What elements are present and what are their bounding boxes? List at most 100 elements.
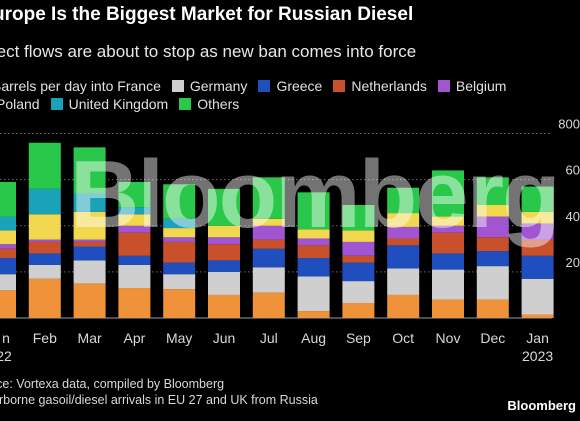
x-tick-label: Aug bbox=[301, 330, 326, 346]
bar-segment-netherlands bbox=[0, 248, 16, 259]
bar-segment-belgium bbox=[28, 239, 61, 242]
bar-segment-germany bbox=[118, 264, 151, 289]
bar-segment-germany bbox=[0, 274, 16, 291]
bar-segment-belgium bbox=[476, 216, 509, 238]
legend-label-greece: Greece bbox=[276, 78, 323, 94]
bar-segment-germany bbox=[432, 269, 464, 300]
legend-item-greece: Greece bbox=[258, 78, 322, 94]
legend-label-others: Others bbox=[197, 96, 240, 112]
bar-segment-others bbox=[118, 181, 151, 208]
bar-segment-france bbox=[342, 303, 375, 318]
bar-segment-germany bbox=[163, 274, 196, 290]
bar-segment-france bbox=[432, 299, 464, 318]
bar-segment-netherlands bbox=[28, 241, 61, 254]
bar-segment-greece bbox=[521, 255, 554, 279]
x-tick-label: May bbox=[166, 330, 192, 346]
legend-label-netherlands: Netherlands bbox=[351, 78, 427, 94]
bar-segment-germany bbox=[387, 268, 420, 295]
bar-segment-france bbox=[0, 290, 16, 318]
y-tick-label: 40 bbox=[566, 209, 580, 224]
bar-segment-netherlands bbox=[163, 241, 196, 263]
bar-segment-others bbox=[208, 188, 240, 226]
bar-segment-poland bbox=[432, 216, 464, 226]
chart-title: urope Is the Biggest Market for Russian … bbox=[0, 4, 414, 25]
bar-segment-others bbox=[0, 181, 16, 217]
bar-segment-belgium bbox=[387, 226, 420, 239]
bar-segment-belgium bbox=[432, 225, 464, 233]
x-tick-label: Dec bbox=[480, 330, 505, 346]
legend-swatch-others bbox=[179, 98, 192, 110]
x-tick-label: Apr bbox=[124, 330, 146, 346]
y-tick-label: 60 bbox=[566, 163, 580, 178]
bar-segment-greece bbox=[28, 253, 61, 265]
bar-segment-france bbox=[163, 289, 196, 318]
bar-segment-belgium bbox=[73, 239, 106, 242]
bar-segment-netherlands bbox=[342, 255, 375, 263]
legend-label-uk: United Kingdom bbox=[68, 96, 169, 112]
bar-segment-belgium bbox=[0, 244, 16, 249]
bar-segment-netherlands bbox=[73, 241, 106, 247]
bar-segment-netherlands bbox=[252, 239, 285, 249]
bar-segment-germany bbox=[208, 271, 240, 295]
bar-segment-others bbox=[342, 205, 375, 231]
bar-segment-greece bbox=[252, 248, 285, 268]
bar-segment-netherlands bbox=[208, 244, 240, 261]
bar-segment-others bbox=[297, 192, 330, 230]
y-tick-label: 20 bbox=[566, 255, 580, 270]
bar-segment-others bbox=[432, 170, 464, 217]
y-tick-labels: 20 40 60 800 bbox=[558, 117, 580, 270]
bar-segment-poland bbox=[163, 228, 196, 238]
x-tick-label: Jul bbox=[260, 330, 278, 346]
bar-segment-germany bbox=[297, 276, 330, 312]
bar-segment-germany bbox=[28, 264, 61, 279]
x-tick-label: Sep bbox=[346, 330, 371, 346]
legend-row-1: Barrels per day into France Germany Gree… bbox=[0, 78, 517, 94]
bar-segment-france bbox=[28, 278, 61, 318]
bar-segment-poland bbox=[118, 214, 151, 226]
bar-segment-belgium bbox=[252, 225, 285, 240]
bar-segment-greece bbox=[297, 258, 330, 277]
bar-segment-united-kingdom bbox=[28, 188, 61, 215]
bar-segment-france bbox=[297, 311, 330, 318]
bar-segment-netherlands bbox=[432, 232, 464, 254]
legend-swatch-belgium bbox=[437, 80, 450, 92]
source-note: rce: Vortexa data, compiled by Bloomberg bbox=[0, 377, 225, 391]
bar-segment-poland bbox=[28, 214, 61, 240]
bar-segment-others bbox=[28, 142, 61, 189]
bar-segment-united-kingdom bbox=[73, 193, 106, 212]
bar-segment-others bbox=[521, 186, 554, 212]
bar-segment-greece bbox=[118, 255, 151, 265]
bar-segment-others bbox=[476, 177, 509, 206]
legend-item-others: Others bbox=[179, 96, 239, 112]
x-tick-label: Jun bbox=[213, 330, 236, 346]
bar-segment-united-kingdom bbox=[0, 216, 16, 231]
bar-segment-netherlands bbox=[521, 239, 554, 256]
data-note: erborne gasoil/diesel arrivals in EU 27 … bbox=[0, 393, 318, 407]
legend-label-germany: Germany bbox=[189, 78, 248, 94]
bar-segment-belgium bbox=[118, 225, 151, 233]
bar-segment-poland bbox=[73, 211, 106, 240]
bar-segment-united-kingdom bbox=[118, 207, 151, 215]
bar-segment-netherlands bbox=[297, 245, 330, 259]
x-tick-label: Feb bbox=[33, 330, 57, 346]
bar-segment-france bbox=[73, 283, 106, 318]
bar-segment-belgium bbox=[208, 237, 240, 245]
bar-segment-germany bbox=[476, 266, 509, 300]
bar-segment-germany bbox=[521, 278, 554, 315]
x-tick-label: Nov bbox=[436, 330, 461, 346]
chart-subtitle: rect flows are about to stop as new ban … bbox=[0, 42, 417, 61]
bar-segment-france bbox=[208, 294, 240, 318]
bar-segment-others bbox=[387, 187, 420, 214]
bar-segment-belgium bbox=[163, 237, 196, 242]
x-tick-label: Jan bbox=[526, 330, 549, 346]
x-tick-label: Mar bbox=[78, 330, 102, 346]
bar-segment-poland bbox=[521, 211, 554, 224]
bar-segment-poland bbox=[387, 213, 420, 227]
x-tick-labels: n Feb Mar Apr May Jun Jul Aug Sep Oct Nov Dec Jan 22 2… bbox=[0, 330, 553, 364]
bar-segment-germany bbox=[252, 267, 285, 293]
bars bbox=[0, 142, 554, 318]
legend-item-france: Barrels per day into France bbox=[0, 78, 161, 94]
legend-swatch-germany bbox=[171, 80, 184, 92]
bar-segment-belgium bbox=[297, 238, 330, 246]
